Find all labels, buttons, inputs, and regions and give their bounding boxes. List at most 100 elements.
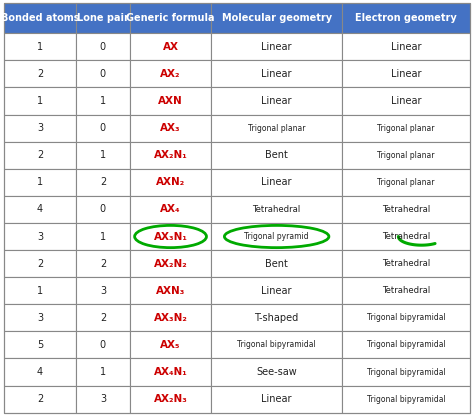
Text: AX₂N₁: AX₂N₁ <box>154 150 187 160</box>
Bar <box>4 142 76 169</box>
Text: T-shaped: T-shaped <box>255 313 299 323</box>
Bar <box>76 169 130 196</box>
Bar <box>130 386 211 413</box>
Bar <box>76 250 130 277</box>
Bar <box>76 359 130 386</box>
Bar <box>130 60 211 87</box>
Text: 2: 2 <box>37 69 43 79</box>
Bar <box>342 60 470 87</box>
Text: Trigonal planar: Trigonal planar <box>248 124 305 133</box>
Text: Generic formula: Generic formula <box>126 13 215 23</box>
Bar <box>130 142 211 169</box>
Text: 4: 4 <box>37 367 43 377</box>
Bar <box>211 60 342 87</box>
Bar <box>130 250 211 277</box>
Text: Linear: Linear <box>261 394 292 404</box>
Bar <box>76 3 130 33</box>
Text: Linear: Linear <box>391 96 421 106</box>
Text: AX₄N₁: AX₄N₁ <box>154 367 187 377</box>
Text: AXN₃: AXN₃ <box>156 286 185 296</box>
Text: Linear: Linear <box>261 286 292 296</box>
Text: Tetrahedral: Tetrahedral <box>253 205 301 214</box>
Text: Linear: Linear <box>261 69 292 79</box>
Text: Electron geometry: Electron geometry <box>355 13 457 23</box>
Text: 3: 3 <box>37 232 43 242</box>
Bar <box>76 277 130 304</box>
Text: 0: 0 <box>100 42 106 52</box>
Bar <box>130 3 211 33</box>
Text: 2: 2 <box>37 394 43 404</box>
Text: 2: 2 <box>100 259 106 269</box>
Text: 4: 4 <box>37 204 43 214</box>
Text: 1: 1 <box>37 96 43 106</box>
Text: 3: 3 <box>37 123 43 133</box>
Bar <box>211 33 342 60</box>
Bar <box>4 223 76 250</box>
Bar <box>76 33 130 60</box>
Bar <box>4 332 76 359</box>
Text: 0: 0 <box>100 340 106 350</box>
Bar <box>76 223 130 250</box>
Text: Trigonal planar: Trigonal planar <box>377 124 435 133</box>
Bar <box>211 142 342 169</box>
Text: Trigonal bipyramidal: Trigonal bipyramidal <box>237 340 316 349</box>
Text: 1: 1 <box>37 286 43 296</box>
Bar <box>211 114 342 142</box>
Text: Linear: Linear <box>261 177 292 187</box>
Bar <box>342 223 470 250</box>
Text: Trigonal bipyramidal: Trigonal bipyramidal <box>367 367 446 376</box>
Text: 2: 2 <box>37 259 43 269</box>
Bar <box>342 386 470 413</box>
Bar <box>130 169 211 196</box>
Text: Lone pair: Lone pair <box>77 13 129 23</box>
Text: 1: 1 <box>37 177 43 187</box>
Bar <box>211 169 342 196</box>
Bar <box>342 304 470 332</box>
Text: Bonded atoms: Bonded atoms <box>0 13 79 23</box>
Text: Trigonal pyramid: Trigonal pyramid <box>244 232 309 241</box>
Bar <box>211 223 342 250</box>
Bar <box>342 169 470 196</box>
Bar <box>211 196 342 223</box>
Text: Linear: Linear <box>261 42 292 52</box>
Text: 1: 1 <box>100 150 106 160</box>
Bar <box>76 304 130 332</box>
Bar <box>130 304 211 332</box>
Text: 1: 1 <box>100 96 106 106</box>
Bar <box>4 60 76 87</box>
Text: 3: 3 <box>100 286 106 296</box>
Text: Trigonal planar: Trigonal planar <box>377 178 435 187</box>
Text: 5: 5 <box>37 340 43 350</box>
Bar <box>130 332 211 359</box>
Text: AXN₂: AXN₂ <box>156 177 185 187</box>
Bar <box>4 33 76 60</box>
Text: AX₃N₁: AX₃N₁ <box>154 232 188 242</box>
Text: Bent: Bent <box>265 259 288 269</box>
Bar <box>4 359 76 386</box>
Bar <box>211 332 342 359</box>
Bar <box>130 196 211 223</box>
Bar <box>76 196 130 223</box>
Bar <box>4 169 76 196</box>
Text: Tetrahedral: Tetrahedral <box>382 259 430 268</box>
Bar <box>76 114 130 142</box>
Text: 3: 3 <box>100 394 106 404</box>
Text: AX₅: AX₅ <box>160 340 181 350</box>
Text: 0: 0 <box>100 123 106 133</box>
Bar <box>76 142 130 169</box>
Text: Trigonal bipyramidal: Trigonal bipyramidal <box>367 313 446 322</box>
Bar <box>342 277 470 304</box>
Bar <box>211 3 342 33</box>
Text: AX₃N₂: AX₃N₂ <box>154 313 188 323</box>
Text: Tetrahedral: Tetrahedral <box>382 205 430 214</box>
Text: 2: 2 <box>100 313 106 323</box>
Text: 0: 0 <box>100 204 106 214</box>
Text: AX₂N₃: AX₂N₃ <box>154 394 188 404</box>
Bar <box>130 87 211 114</box>
Text: Trigonal bipyramidal: Trigonal bipyramidal <box>367 340 446 349</box>
Text: AX: AX <box>163 42 179 52</box>
Text: 1: 1 <box>100 367 106 377</box>
Text: Bent: Bent <box>265 150 288 160</box>
Text: Linear: Linear <box>391 69 421 79</box>
Bar <box>342 359 470 386</box>
